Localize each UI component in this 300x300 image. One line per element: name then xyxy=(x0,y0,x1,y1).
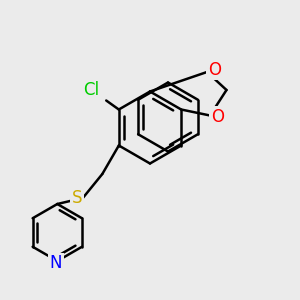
Text: S: S xyxy=(72,189,82,207)
Text: O: O xyxy=(211,108,224,126)
Text: Cl: Cl xyxy=(83,81,99,99)
Text: O: O xyxy=(208,61,221,79)
Text: N: N xyxy=(50,254,62,272)
